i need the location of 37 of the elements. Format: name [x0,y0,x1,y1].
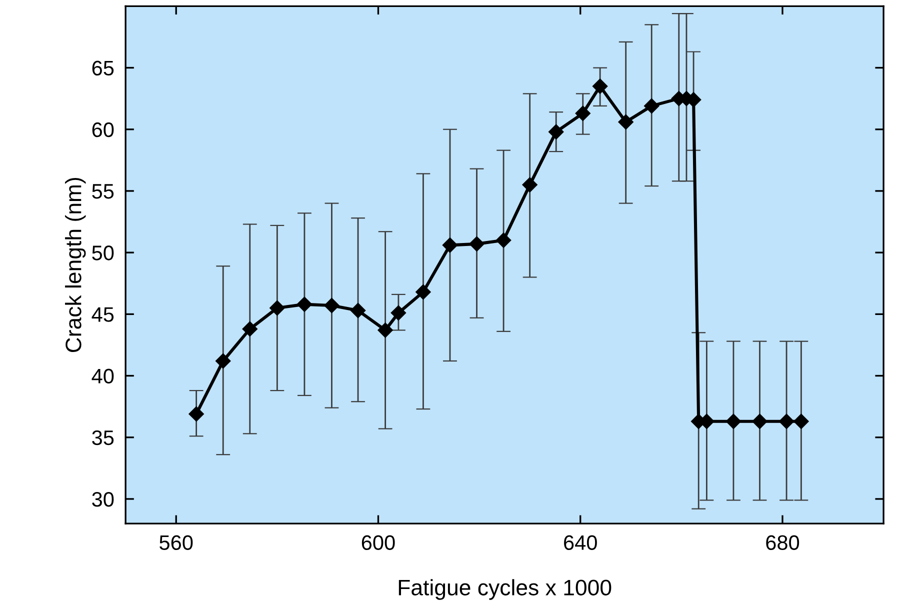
point [216,353,231,369]
point [548,124,564,140]
point [390,305,406,320]
point [296,296,312,312]
point [794,414,809,429]
y-tick-label: 35 [92,430,114,446]
point [442,238,458,253]
x-axis-title: Fatigue cycles x 1000 [398,579,612,600]
point [416,284,431,300]
point [575,106,590,121]
point [778,414,794,429]
point [378,322,393,338]
point [752,414,768,429]
point [726,414,742,429]
x-tick-label: 560 [160,535,193,550]
point [188,406,204,422]
y-axis-title: Crack length (nm) [65,178,86,352]
y-tick-label: 45 [92,307,114,322]
point [592,78,608,94]
point [242,321,258,337]
x-tick-label: 680 [766,535,800,550]
y-tick-label: 65 [92,60,114,76]
y-tick-label: 50 [92,246,114,260]
y-tick-label: 30 [92,492,114,507]
point [270,300,285,316]
y-tick-label: 60 [92,122,114,138]
point [469,236,484,252]
y-tick-label: 40 [92,368,114,384]
point [644,98,660,114]
x-tick-label: 600 [362,535,395,550]
point [350,302,366,318]
point [324,298,340,314]
point [522,177,538,192]
point [496,232,512,248]
point [618,114,634,130]
y-tick-label: 55 [92,184,114,199]
x-tick-label: 640 [564,535,597,550]
